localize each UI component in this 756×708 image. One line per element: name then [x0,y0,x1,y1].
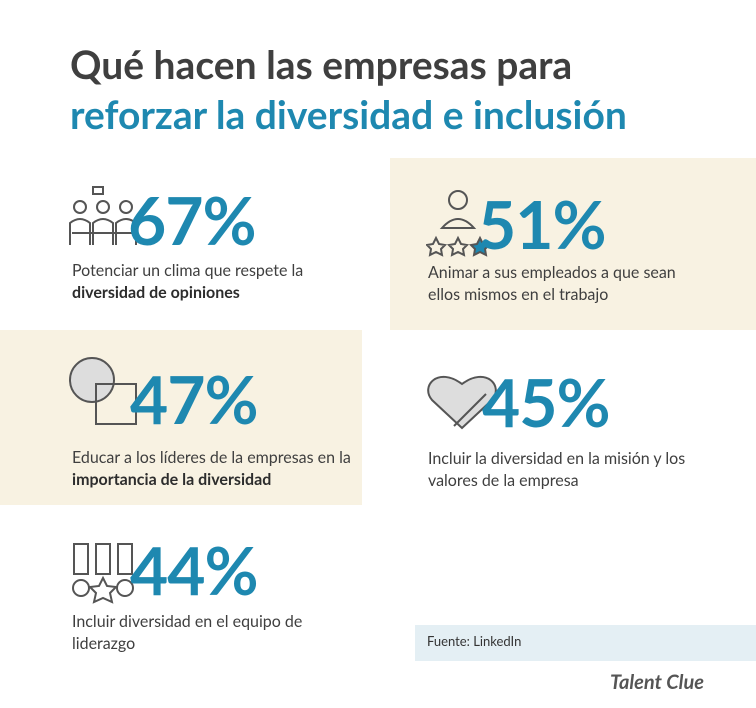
icon [69,357,137,425]
highlight-box [0,330,362,505]
stat-value: 51% [478,185,607,264]
icon [427,376,497,430]
icon [72,543,134,604]
text: Educar a los líderes de la empresas en l… [72,448,351,467]
title: reforzar la diversidad e inclusión [70,92,627,138]
stat-description: Animar a sus empleados a que sean ellos … [428,262,698,306]
text: Animar a sus empleados a que sean ellos … [428,263,676,304]
text: Incluir diversidad en el equipo de lider… [72,612,303,653]
logo: Talent Clue [610,670,705,694]
stat-description: Educar a los líderes de la empresas en l… [72,447,352,491]
text-bold: importancia de la diversidad [72,470,272,489]
stat-value: 47% [130,360,259,439]
text-bold: diversidad de opiniones [72,283,240,302]
stat-value: 45% [482,363,611,442]
source: Fuente: LinkedIn [415,625,756,661]
stat-description: Incluir diversidad en el equipo de lider… [72,611,347,655]
text: Potenciar un clima que respete la [72,261,304,280]
icon [426,190,492,257]
text: Incluir la diversidad en la misión y los… [428,449,686,490]
stat-value: 67% [128,181,257,260]
title: Qué hacen las empresas para [70,42,573,88]
stat-description: Incluir la diversidad en la misión y los… [428,448,703,492]
stat-value: 44% [130,531,259,610]
stat-description: Potenciar un clima que respete la divers… [72,260,362,304]
icon [69,186,137,245]
